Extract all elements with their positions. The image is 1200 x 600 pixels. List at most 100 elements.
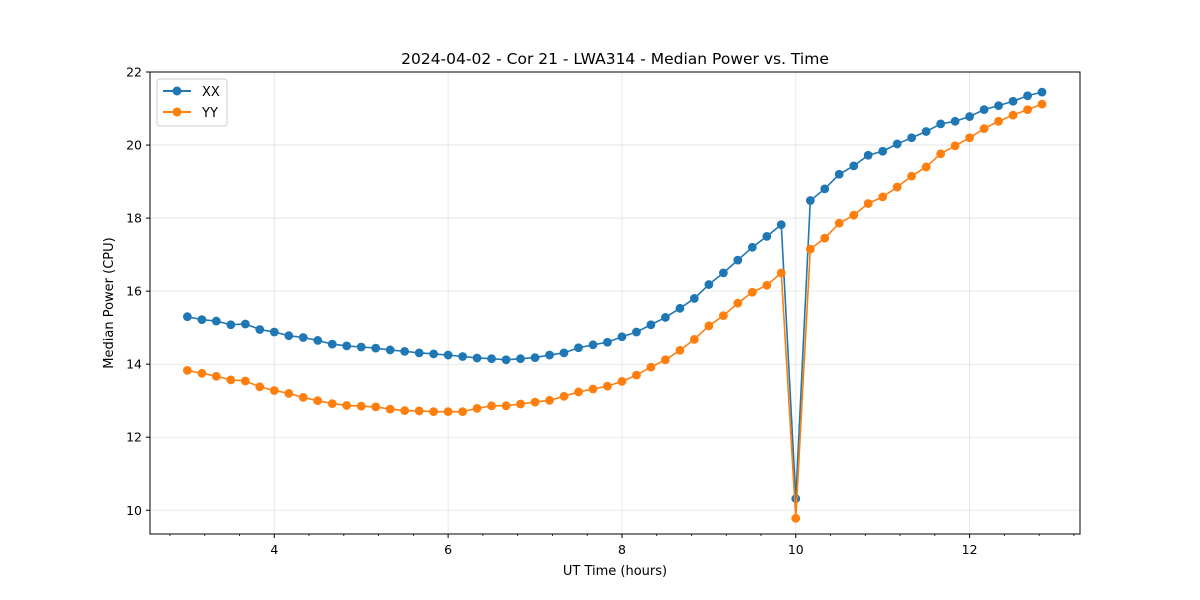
- y-axis-label: Median Power (CPU): [102, 237, 117, 368]
- data-point-xx: [907, 133, 917, 143]
- data-point-xx: [892, 139, 902, 149]
- x-tick-label: 12: [962, 542, 978, 557]
- data-point-xx: [1037, 87, 1047, 97]
- data-point-yy: [255, 382, 265, 392]
- data-point-yy: [211, 371, 221, 381]
- series-yy: [182, 99, 1047, 523]
- data-point-xx: [327, 339, 337, 349]
- data-point-xx: [617, 332, 627, 342]
- data-point-yy: [936, 149, 946, 159]
- x-axis-label: UT Time (hours): [563, 564, 667, 579]
- y-tick-label: 20: [126, 138, 142, 153]
- data-point-yy: [414, 406, 424, 416]
- data-point-yy: [675, 345, 685, 355]
- data-point-yy: [269, 386, 279, 395]
- data-point-yy: [820, 233, 830, 243]
- data-point-yy: [588, 384, 598, 394]
- data-point-xx: [530, 353, 540, 362]
- data-point-yy: [284, 388, 294, 398]
- data-point-xx: [298, 333, 308, 342]
- data-point-xx: [791, 494, 801, 503]
- data-point-yy: [704, 321, 714, 331]
- data-point-xx: [501, 355, 511, 365]
- y-tick-label: 18: [126, 211, 142, 226]
- data-point-xx: [1008, 96, 1018, 106]
- x-tick-label: 8: [618, 542, 626, 557]
- data-point-yy: [950, 141, 960, 151]
- y-tick-label: 14: [126, 357, 142, 372]
- data-point-xx: [762, 231, 772, 241]
- data-point-yy: [1023, 105, 1032, 115]
- data-point-yy: [458, 407, 468, 417]
- data-point-xx: [414, 348, 424, 358]
- data-point-yy: [617, 376, 627, 386]
- data-point-xx: [458, 352, 468, 361]
- data-point-yy: [907, 171, 917, 181]
- chart-title: 2024-04-02 - Cor 21 - LWA314 - Median Po…: [401, 50, 829, 68]
- data-point-yy: [545, 395, 554, 405]
- data-point-yy: [313, 396, 323, 406]
- data-point-xx: [979, 105, 989, 115]
- data-point-xx: [211, 316, 221, 326]
- data-point-xx: [1023, 91, 1032, 101]
- data-point-xx: [632, 327, 641, 337]
- data-point-xx: [689, 294, 699, 303]
- data-point-xx: [747, 242, 757, 252]
- data-point-yy: [805, 244, 815, 254]
- data-point-xx: [269, 327, 279, 337]
- data-point-yy: [226, 375, 236, 385]
- data-point-yy: [327, 399, 337, 409]
- data-point-xx: [805, 196, 815, 205]
- data-point-yy: [834, 218, 844, 228]
- data-point-yy: [878, 192, 888, 202]
- data-point-yy: [298, 393, 308, 402]
- data-point-xx: [733, 255, 743, 265]
- data-point-xx: [559, 348, 569, 358]
- data-point-yy: [1037, 99, 1047, 109]
- x-tick-label: 6: [444, 542, 452, 557]
- data-point-yy: [689, 334, 699, 344]
- data-point-xx: [965, 112, 975, 121]
- data-point-xx: [661, 313, 670, 322]
- data-point-xx: [342, 341, 352, 351]
- legend: XX YY: [156, 78, 228, 127]
- data-point-yy: [574, 387, 583, 397]
- data-point-xx: [921, 127, 931, 136]
- data-point-xx: [443, 350, 453, 360]
- data-point-yy: [385, 404, 395, 414]
- data-point-yy: [530, 397, 540, 407]
- data-point-yy: [646, 362, 656, 372]
- data-point-yy: [762, 280, 772, 290]
- data-point-xx: [936, 119, 946, 129]
- data-point-xx: [472, 353, 482, 363]
- data-point-xx: [385, 345, 395, 355]
- data-point-yy: [791, 513, 801, 523]
- legend-marker-yy: [172, 107, 182, 117]
- data-point-yy: [240, 376, 250, 386]
- legend-marker-xx: [172, 86, 182, 96]
- data-point-yy: [342, 401, 352, 410]
- data-point-xx: [516, 354, 525, 364]
- data-point-yy: [632, 370, 641, 380]
- data-point-xx: [675, 303, 685, 313]
- data-point-xx: [646, 320, 656, 330]
- x-tick-label: 4: [270, 542, 278, 557]
- data-point-yy: [979, 124, 989, 134]
- data-point-yy: [559, 391, 569, 401]
- grid-lines: [150, 71, 1080, 534]
- data-point-xx: [240, 319, 250, 329]
- data-point-xx: [950, 116, 960, 126]
- data-point-xx: [820, 184, 830, 194]
- data-point-yy: [863, 199, 873, 208]
- data-point-yy: [603, 381, 612, 391]
- data-point-yy: [429, 407, 439, 417]
- data-point-xx: [776, 220, 786, 230]
- data-point-xx: [545, 350, 554, 360]
- data-point-yy: [400, 406, 410, 415]
- data-point-xx: [878, 146, 888, 156]
- data-point-xx: [356, 342, 366, 352]
- data-point-xx: [994, 101, 1003, 110]
- data-point-xx: [429, 349, 439, 359]
- data-point-xx: [255, 325, 265, 334]
